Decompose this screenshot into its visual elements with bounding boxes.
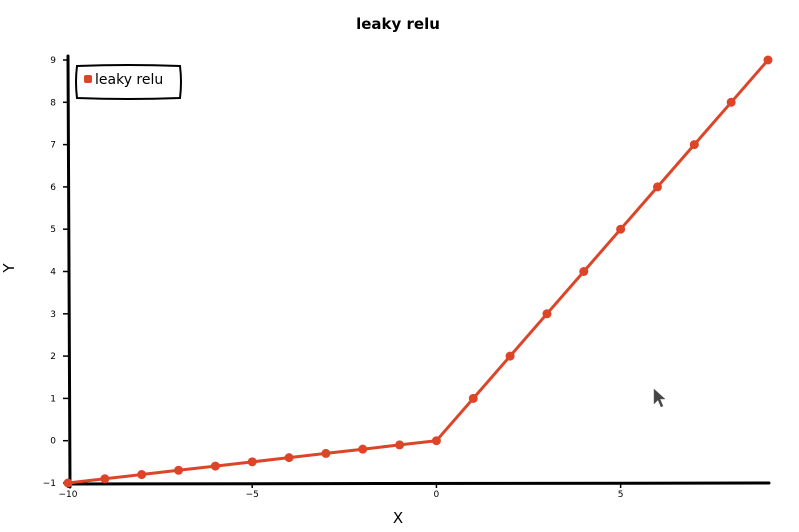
y-tick-label: 7 xyxy=(50,141,56,151)
y-tick-label: −1 xyxy=(43,479,56,489)
data-point xyxy=(468,393,478,403)
data-point xyxy=(247,457,257,467)
y-axis-label: Y xyxy=(0,263,18,274)
data-point xyxy=(395,440,405,450)
x-tick-group: −10 −5 0 5 xyxy=(59,483,624,500)
y-tick-label: 8 xyxy=(50,98,56,108)
data-point xyxy=(542,309,552,319)
x-tick-label: −10 xyxy=(59,490,78,500)
y-tick-label: 3 xyxy=(50,310,56,320)
y-tick-label: 5 xyxy=(50,225,56,235)
y-tick-label: 1 xyxy=(50,394,56,404)
data-point xyxy=(689,140,699,150)
series-layer xyxy=(63,55,773,488)
data-point xyxy=(726,97,736,107)
data-point xyxy=(358,444,368,454)
data-point xyxy=(579,267,589,276)
data-point xyxy=(431,436,441,446)
x-tick-label: 0 xyxy=(434,490,440,500)
data-point xyxy=(210,461,220,471)
data-point xyxy=(63,478,73,488)
data-point xyxy=(137,470,147,480)
mouse-pointer-icon xyxy=(653,388,666,408)
y-tick-label: 6 xyxy=(50,183,56,193)
legend-marker xyxy=(84,75,92,83)
y-axis-line xyxy=(66,54,72,489)
data-point xyxy=(284,453,294,463)
data-point xyxy=(505,351,515,361)
y-tick-label: 2 xyxy=(50,352,56,362)
x-tick-label: 5 xyxy=(618,490,624,500)
data-point xyxy=(763,55,773,65)
x-axis-line xyxy=(64,481,771,486)
data-point xyxy=(174,465,184,475)
series-line xyxy=(66,58,770,485)
x-tick-label: −5 xyxy=(246,490,259,500)
data-point xyxy=(652,182,662,192)
legend: leaky relu xyxy=(75,64,182,100)
data-point xyxy=(321,448,331,458)
legend-box xyxy=(75,64,182,100)
y-tick-group: −1 0 1 2 3 4 5 6 7 8 9 xyxy=(43,56,68,489)
y-tick-label: 4 xyxy=(50,268,56,278)
data-point xyxy=(616,224,626,234)
y-tick-label: 0 xyxy=(50,437,56,447)
x-axis-label: X xyxy=(393,509,403,527)
chart-title: leaky relu xyxy=(356,15,440,33)
legend-label: leaky relu xyxy=(95,72,163,88)
data-point xyxy=(100,474,110,484)
y-tick-label: 9 xyxy=(50,56,56,66)
